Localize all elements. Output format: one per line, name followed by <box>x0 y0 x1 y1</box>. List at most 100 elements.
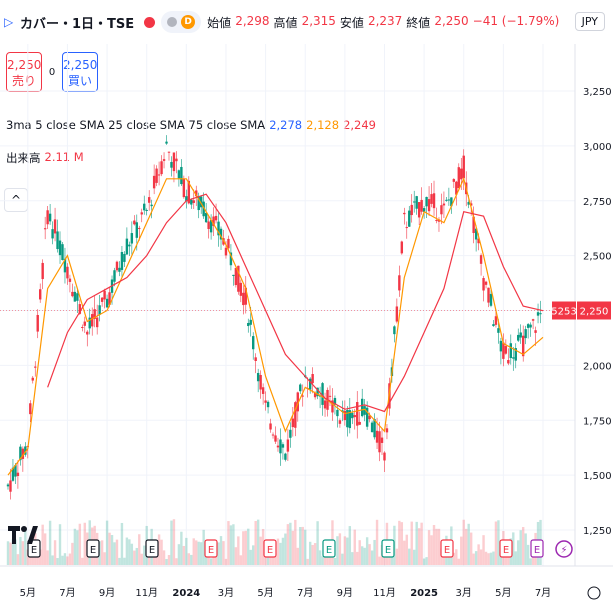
candle-body <box>531 319 535 321</box>
symbol-title[interactable]: カバー・1日・TSE <box>20 16 135 32</box>
candle-body <box>383 452 386 461</box>
indicator-legend[interactable]: 3ma 5 close SMA 25 close SMA 75 close SM… <box>6 118 376 132</box>
volume-bar <box>264 557 267 565</box>
trade-buttons: 2,250 売り 0 2,250 買い <box>6 52 98 92</box>
candle-body <box>66 266 69 279</box>
volume-bar <box>247 528 250 565</box>
volume-bar <box>135 547 138 565</box>
volume-bar <box>467 523 470 565</box>
candle-body <box>152 175 156 189</box>
volume-bar <box>199 542 203 565</box>
expand-arrow-icon[interactable]: ▷ <box>4 15 14 29</box>
volume-bar <box>150 528 153 565</box>
candle-body <box>328 395 332 397</box>
volume-bar <box>343 536 347 565</box>
candle-body <box>304 375 307 378</box>
chevron-up-icon[interactable]: ^ <box>4 188 28 212</box>
buy-button[interactable]: 2,250 買い <box>62 52 98 92</box>
earnings-event-label: E <box>503 545 509 556</box>
candle-body <box>425 196 428 207</box>
volume-bar <box>118 557 121 565</box>
candle-body <box>143 203 146 211</box>
volume-legend[interactable]: 出来高 2.11 M <box>6 150 84 166</box>
volume-bar <box>185 537 188 565</box>
tradingview-logo[interactable] <box>6 522 40 550</box>
data-mode-pill[interactable]: D <box>161 11 202 33</box>
candle-body <box>462 155 465 179</box>
volume-bar <box>445 535 448 565</box>
volume-bar <box>529 558 532 565</box>
volume-bar <box>155 556 158 565</box>
volume-bar <box>143 545 146 565</box>
volume-bar <box>365 537 369 565</box>
candle-body <box>353 415 356 418</box>
candle-body <box>398 275 401 291</box>
candle-body <box>363 406 366 415</box>
candle-body <box>147 197 151 203</box>
volume-bar <box>492 551 495 565</box>
currency-selector[interactable]: JPY <box>574 12 605 31</box>
volume-bar <box>499 540 503 565</box>
candle-body <box>135 222 138 238</box>
earnings-event-label: E <box>326 545 332 556</box>
volume-bar <box>157 534 161 565</box>
volume-bar <box>108 532 111 565</box>
sell-button[interactable]: 2,250 売り <box>6 52 42 92</box>
volume-bar <box>504 554 508 565</box>
candle-body <box>21 448 25 459</box>
candle-body <box>202 201 205 217</box>
ohlc-values: 始値 2,298 高値 2,315 安値 2,237 終値 2,250 −41 (−1.… <box>207 13 560 30</box>
earnings-event-label: E <box>208 545 214 556</box>
volume-bar <box>393 525 396 565</box>
indicator-label: 3ma 5 close SMA 25 close SMA 75 close SM… <box>6 118 266 132</box>
candle-body <box>162 159 166 161</box>
volume-bar <box>237 536 240 565</box>
candle-body <box>380 437 384 443</box>
candle-body <box>343 410 347 421</box>
candle-body <box>489 293 493 306</box>
candle-body <box>187 180 191 204</box>
volume-bar <box>76 530 79 565</box>
volume-bar <box>460 536 463 565</box>
candle-body <box>477 238 480 244</box>
earnings-event-icon <box>86 539 100 558</box>
close-value: 2,250 <box>434 13 469 28</box>
volume-bar <box>385 522 389 565</box>
volume-bar <box>318 550 322 565</box>
volume-bar <box>440 548 443 565</box>
volume-bar <box>311 544 314 565</box>
candle-body <box>150 204 153 207</box>
volume-bar <box>254 521 257 565</box>
volume-bar <box>494 521 498 565</box>
volume-bar <box>341 553 344 565</box>
volume-bar <box>507 554 510 565</box>
candle-body <box>259 374 262 390</box>
volume-bar <box>192 538 195 565</box>
candle-body <box>351 412 354 419</box>
volume-bar <box>333 558 337 565</box>
volume-bar <box>301 526 304 565</box>
volume-bar <box>172 519 176 565</box>
earnings-event-icon <box>204 539 218 558</box>
candle-body <box>115 261 119 271</box>
candle-body <box>227 238 230 249</box>
candle-body <box>242 292 245 306</box>
candle-body <box>442 203 446 206</box>
volume-bar <box>479 549 483 565</box>
candle-body <box>140 212 143 215</box>
time-axis: 5月 7月 9月 11月 2024 3月 5月 7月 9月 11月 2025 3月 5月 7月 <box>0 565 613 600</box>
volume-bar <box>281 537 285 565</box>
candle-body <box>514 348 517 361</box>
volume-bar <box>26 549 30 565</box>
volume-bar <box>88 520 91 565</box>
volume-bar <box>539 519 542 565</box>
candle-body <box>385 428 389 433</box>
volume-bar <box>266 541 270 565</box>
volume-bar <box>388 549 391 565</box>
time-tick-label: 2025 <box>410 588 438 599</box>
earnings-event-icon <box>322 539 336 558</box>
candle-body <box>368 415 371 420</box>
candle-body <box>26 446 30 448</box>
candle-body <box>63 258 67 273</box>
candle-body <box>182 178 186 198</box>
